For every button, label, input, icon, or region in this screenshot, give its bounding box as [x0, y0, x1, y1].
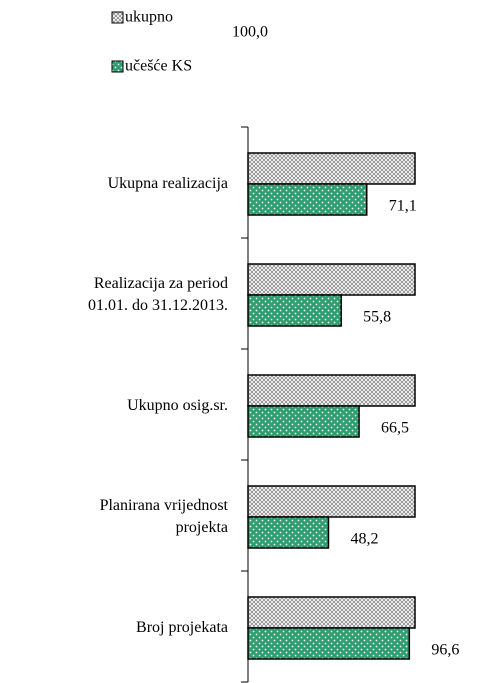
data-label: 48,2	[350, 531, 378, 548]
y-tick-label-line: Ukupno osig.sr.	[127, 397, 228, 414]
bar	[247, 263, 416, 296]
y-tick-label-line: 01.01. do 31.12.2013.	[88, 297, 228, 314]
y-tick-label-line: projekta	[176, 519, 228, 536]
y-tick-label-line: Planirana vrijednost	[100, 497, 229, 514]
legend-label: učešće KS	[125, 58, 192, 75]
bar	[247, 183, 368, 216]
annotation: 100,0	[232, 24, 268, 41]
data-label: 96,6	[431, 642, 459, 659]
data-label: 55,8	[363, 309, 391, 326]
legend-swatch	[111, 60, 124, 73]
y-tick-label-line: Realizacija za period	[94, 275, 228, 292]
bar	[247, 152, 416, 185]
bar	[247, 596, 416, 629]
y-tick-label: Planirana vrijednost projekta	[100, 497, 229, 536]
y-tick-label: Broj projekata	[136, 619, 228, 636]
y-tick-label: Realizacija za period 01.01. do 31.12.201…	[88, 275, 228, 314]
data-label: 71,1	[389, 198, 417, 215]
bar	[247, 627, 411, 660]
y-tick-label-line: Broj projekata	[136, 619, 228, 636]
legend-label: ukupno	[125, 9, 173, 26]
bar	[247, 516, 330, 549]
bar	[247, 294, 342, 327]
y-tick-label: Ukupna realizacija	[108, 175, 228, 192]
legend-swatch	[111, 11, 124, 24]
data-label: 66,5	[381, 420, 409, 437]
y-tick-label: Ukupno osig.sr.	[127, 397, 228, 414]
y-tick-label-line: Ukupna realizacija	[108, 175, 228, 192]
bar	[247, 405, 360, 438]
bar	[247, 485, 416, 518]
bar	[247, 374, 416, 407]
